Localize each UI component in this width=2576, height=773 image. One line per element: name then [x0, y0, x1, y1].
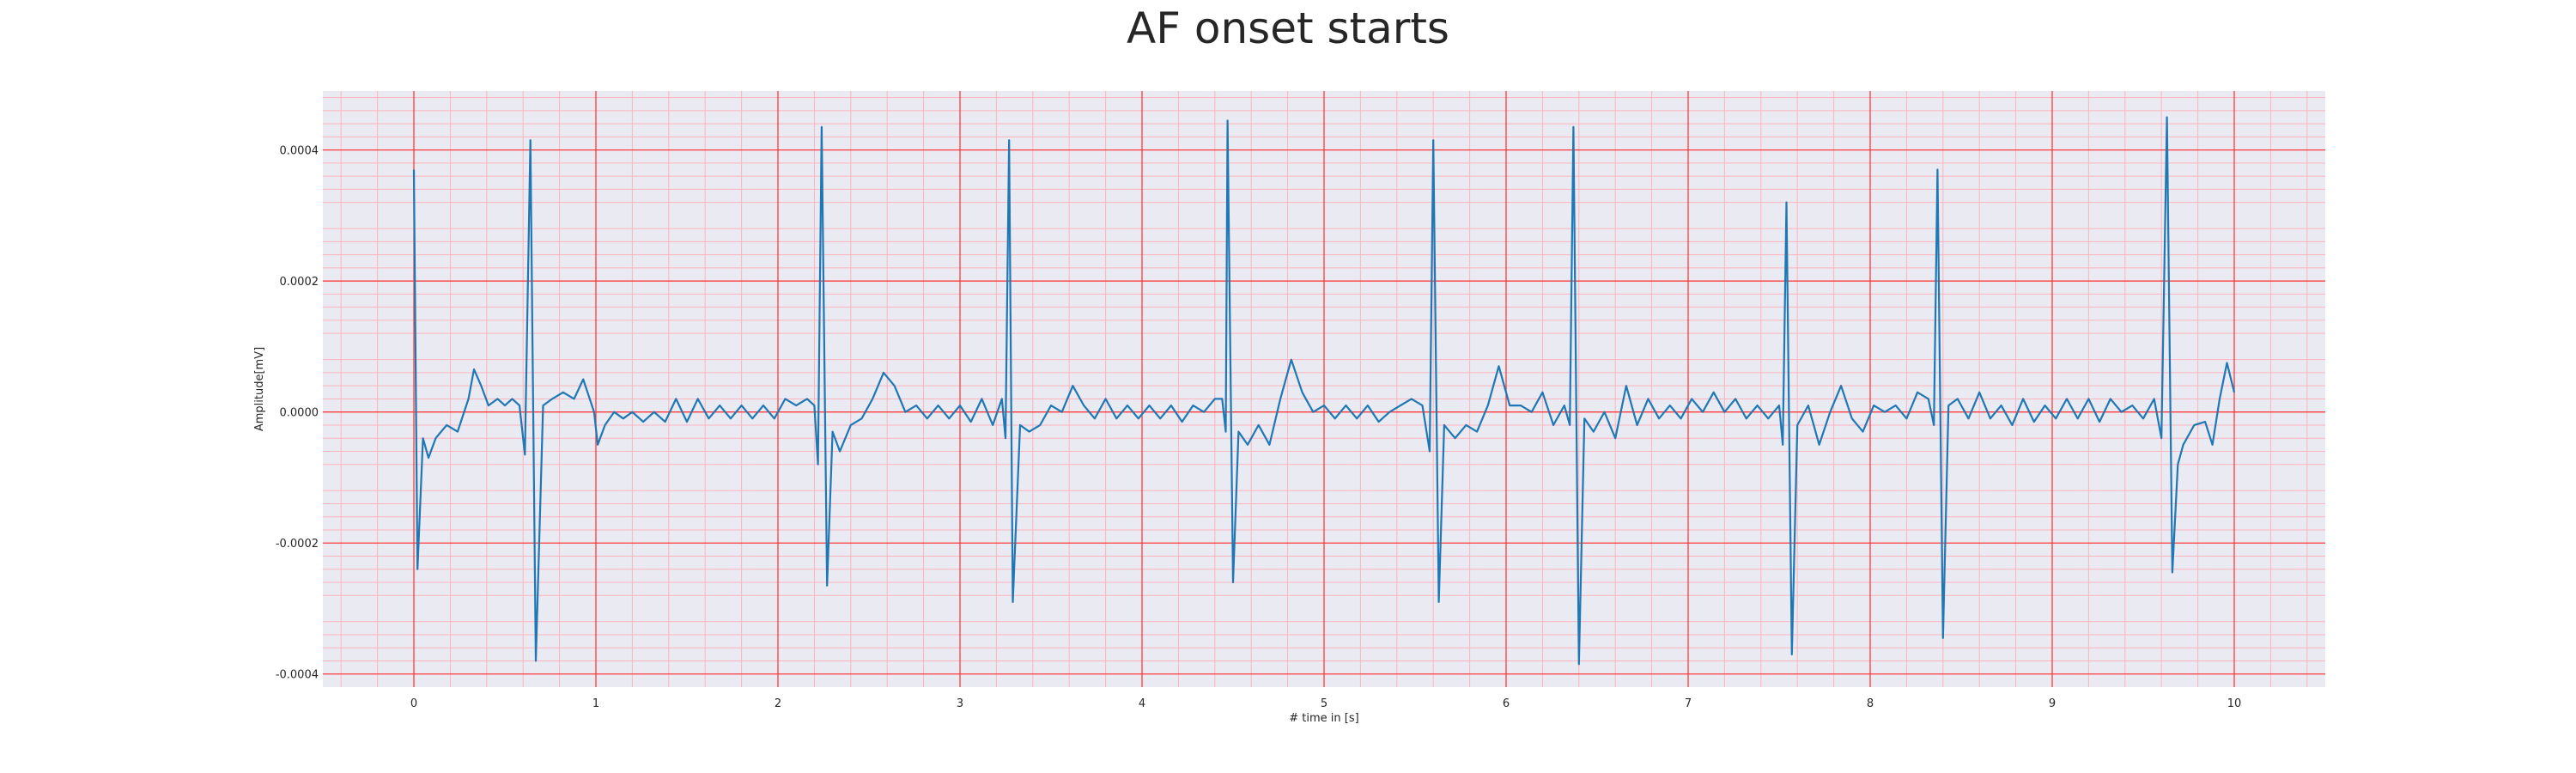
ecg-signal-line — [412, 116, 2236, 666]
y-tick-label: -0.0004 — [276, 669, 319, 682]
x-tick-label: 7 — [1685, 697, 1692, 710]
x-tick-label: 4 — [1139, 697, 1145, 710]
x-tick-label: 9 — [2049, 697, 2056, 710]
x-tick-label: 1 — [592, 697, 599, 710]
x-tick-label: 6 — [1503, 697, 1510, 710]
x-tick-label: 2 — [775, 697, 781, 710]
x-tick-label: 10 — [2227, 697, 2242, 710]
y-axis-label: Amplitude[mV] — [253, 347, 266, 431]
x-tick-label: 5 — [1321, 697, 1327, 710]
y-tick-label: -0.0002 — [276, 538, 319, 551]
y-tick-label: 0.0002 — [280, 276, 319, 289]
x-tick-labels: 0 1 2 3 4 5 6 7 8 9 10 — [410, 697, 2241, 710]
y-tick-label: 0.0000 — [280, 407, 319, 420]
chart-title: AF onset starts — [1127, 3, 1449, 53]
x-tick-label: 0 — [410, 697, 417, 710]
y-tick-labels: -0.0004 -0.0002 0.0000 0.0002 0.0004 — [276, 145, 319, 682]
x-tick-label: 8 — [1867, 697, 1874, 710]
x-axis-label: # time in [s] — [1289, 712, 1358, 725]
y-tick-label: 0.0004 — [280, 145, 319, 158]
x-tick-label: 3 — [957, 697, 963, 710]
major-grid — [323, 91, 2325, 687]
